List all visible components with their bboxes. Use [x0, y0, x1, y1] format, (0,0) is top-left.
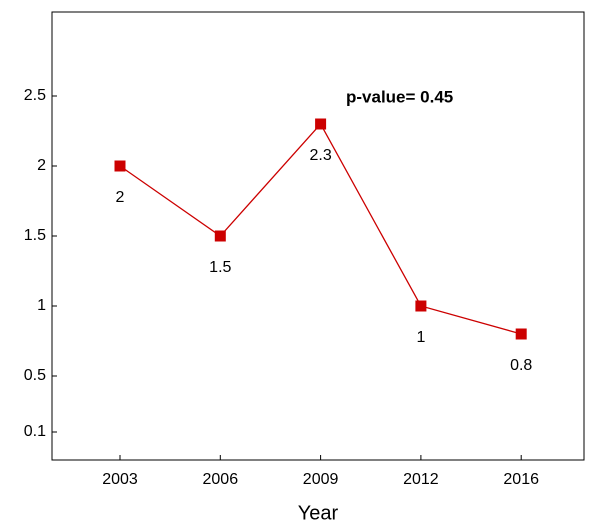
- marker: [415, 300, 427, 312]
- y-tick-label: 0.1: [24, 423, 46, 440]
- y-tick-label: 2: [37, 157, 46, 174]
- x-tick-label: 2012: [403, 471, 439, 488]
- x-tick-label: 2003: [102, 471, 138, 488]
- y-tick-label: 2.5: [24, 87, 46, 104]
- data-label: 1.5: [209, 259, 231, 276]
- data-label: 2: [116, 189, 125, 206]
- y-tick-label: 1: [37, 297, 46, 314]
- annotation: p-value= 0.45: [346, 87, 453, 106]
- marker: [315, 118, 327, 130]
- plot-frame: [51, 11, 585, 461]
- data-label: 0.8: [510, 357, 532, 374]
- x-tick-label: 2009: [303, 471, 339, 488]
- x-tick-label: 2016: [503, 471, 539, 488]
- marker: [114, 160, 126, 172]
- marker: [214, 230, 226, 242]
- y-tick-label: 0.5: [24, 367, 46, 384]
- data-label: 2.3: [309, 147, 331, 164]
- marker: [515, 328, 527, 340]
- x-tick-label: 2006: [203, 471, 239, 488]
- data-label: 1: [416, 329, 425, 346]
- x-axis-label: Year: [298, 502, 339, 524]
- y-tick-label: 1.5: [24, 227, 46, 244]
